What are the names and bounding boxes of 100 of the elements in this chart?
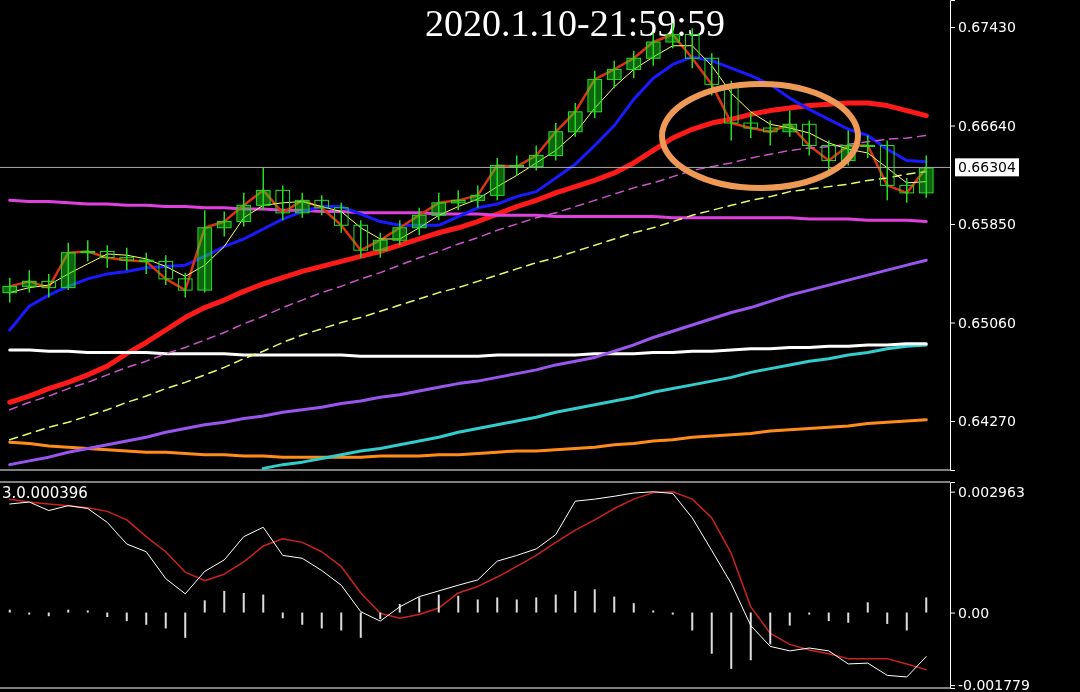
candlestick	[294, 192, 310, 219]
candlestick	[275, 184, 291, 222]
bar	[262, 594, 265, 613]
bar	[886, 612, 889, 624]
candlestick	[333, 202, 349, 234]
y-tick-label: 0.67430	[958, 19, 1016, 36]
bar	[613, 596, 616, 613]
candlestick	[216, 210, 232, 238]
bar	[691, 612, 694, 631]
bar	[320, 612, 323, 629]
candlestick	[314, 194, 330, 217]
bar	[437, 594, 440, 613]
bar	[359, 612, 362, 638]
bar	[749, 612, 752, 661]
candlestick	[353, 219, 369, 259]
candlestick	[450, 189, 466, 212]
candlestick	[60, 241, 76, 291]
line-series	[261, 343, 928, 470]
bar	[535, 597, 538, 613]
bar	[554, 594, 557, 613]
candlestick	[801, 119, 817, 157]
bar	[223, 590, 226, 613]
bar	[730, 612, 733, 669]
bar	[905, 612, 908, 631]
candlestick	[99, 244, 115, 269]
bar	[86, 610, 89, 613]
y-tick-label: 0.65850	[958, 216, 1016, 233]
candlestick	[587, 69, 603, 119]
candlestick	[567, 102, 583, 138]
bar	[710, 612, 713, 654]
candlestick	[80, 239, 96, 263]
bar	[827, 612, 830, 622]
bar	[28, 612, 31, 615]
bar	[8, 609, 11, 613]
y-tick-label: 0.002963	[958, 483, 1025, 500]
bar	[476, 599, 479, 613]
candlestick	[431, 192, 447, 222]
bar	[281, 612, 284, 619]
candlestick	[548, 122, 564, 162]
bar	[457, 595, 460, 613]
candlestick	[704, 52, 720, 97]
candlestick	[255, 167, 271, 212]
bar	[184, 612, 187, 638]
bar	[925, 597, 928, 613]
bar	[652, 610, 655, 613]
bar	[242, 592, 245, 613]
y-tick-label: 0.00	[958, 604, 990, 621]
bar	[164, 612, 167, 629]
candlestick	[918, 154, 934, 199]
line-series	[8, 258, 928, 467]
y-tick-label: 0.65060	[958, 314, 1016, 331]
candlestick	[528, 144, 544, 172]
bar	[301, 612, 304, 625]
bar	[866, 602, 869, 613]
bar	[67, 609, 70, 613]
candlestick	[782, 109, 798, 138]
bar	[340, 612, 343, 631]
candlestick	[392, 219, 408, 246]
candlestick	[879, 139, 895, 202]
candlestick	[626, 49, 642, 79]
candlestick	[860, 134, 876, 159]
candlestick	[158, 254, 174, 286]
bar	[632, 603, 635, 613]
candlestick	[119, 246, 135, 271]
candlestick	[821, 139, 837, 172]
candlestick	[2, 276, 18, 304]
candlestick	[41, 273, 57, 299]
bar	[808, 612, 811, 615]
line-series	[8, 418, 928, 459]
bar	[593, 589, 596, 613]
bar	[574, 590, 577, 613]
chart-title: 2020.1.10-21:59:59	[425, 2, 725, 44]
bar	[671, 612, 674, 615]
ref-line-label: 0.66304	[958, 159, 1016, 176]
annotation: 3.0.000396	[2, 484, 88, 502]
bar	[496, 597, 499, 613]
bar	[379, 612, 382, 620]
bar	[769, 612, 772, 645]
y-tick-label: 0.64270	[958, 412, 1016, 429]
bar	[847, 612, 850, 623]
bar	[125, 612, 128, 622]
bar	[515, 599, 518, 613]
candlestick	[411, 207, 427, 236]
candlestick	[21, 269, 37, 294]
candlestick	[509, 154, 525, 177]
bar	[145, 612, 148, 625]
candlestick	[606, 59, 622, 89]
y-tick-label: -0.001779	[958, 677, 1030, 692]
candlestick	[236, 192, 252, 228]
candlestick	[762, 119, 778, 147]
candlestick	[177, 271, 193, 299]
candlestick	[372, 232, 388, 259]
bar	[418, 597, 421, 613]
candlestick	[899, 177, 915, 204]
line-series	[8, 342, 928, 358]
candlestick	[470, 184, 486, 209]
line-series	[8, 55, 928, 332]
candlestick	[743, 112, 759, 139]
candlestick	[197, 209, 213, 294]
y-tick-label: 0.66640	[958, 117, 1016, 134]
